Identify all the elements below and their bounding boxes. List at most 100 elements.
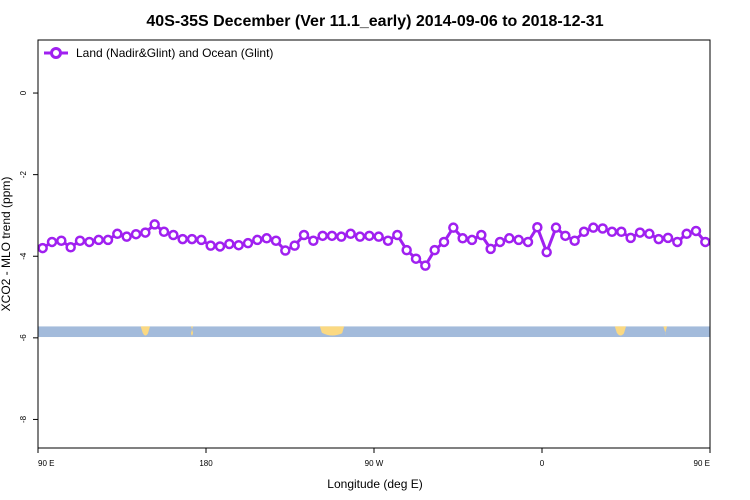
data-point [634, 227, 646, 238]
data-point [541, 246, 552, 258]
data-point [196, 234, 207, 246]
data-point [373, 231, 384, 242]
data-point [121, 231, 132, 242]
data-point [336, 231, 347, 242]
data-point [513, 234, 524, 246]
data-point [65, 242, 76, 253]
data-point [597, 223, 608, 234]
data-point [560, 230, 571, 242]
data-point [168, 229, 179, 241]
data-point [93, 234, 104, 246]
land-patch [614, 326, 626, 336]
x-tick-label: 90 E [694, 459, 710, 468]
data-point [457, 233, 468, 244]
data-point [280, 245, 291, 256]
data-point [289, 240, 300, 251]
data-point [485, 243, 496, 255]
data-point [662, 232, 674, 244]
data-point [224, 238, 235, 250]
data-point [345, 228, 356, 240]
land-patches [140, 326, 668, 336]
land-patch [319, 326, 345, 336]
data-point [233, 239, 244, 251]
data-point [401, 244, 412, 256]
data-point [690, 225, 702, 237]
data-point [448, 222, 459, 233]
data-point [653, 233, 664, 245]
data-point [354, 231, 366, 242]
data-point [466, 234, 478, 246]
data-point [242, 237, 254, 249]
y-tick-label: 0 [19, 90, 28, 95]
data-point [270, 235, 282, 246]
data-point [625, 232, 636, 244]
x-axis: 90 E 180 90 W 0 90 E [37, 448, 711, 468]
data-point [84, 236, 95, 248]
legend-marker [50, 47, 62, 59]
data-point [130, 228, 142, 240]
data-point [569, 235, 580, 246]
data-point [588, 222, 599, 233]
x-tick-label: 90 W [365, 459, 384, 468]
data-point [252, 234, 263, 246]
data-point [438, 236, 450, 248]
data-point [420, 260, 431, 271]
land-patch [140, 326, 150, 336]
data-point [644, 228, 655, 240]
plot-frame [37, 39, 711, 449]
legend: Land (Nadir&Glint) and Ocean (Glint) [44, 46, 273, 60]
y-tick-label: -4 [19, 252, 28, 260]
data-point [46, 236, 58, 248]
y-tick-label: -8 [19, 415, 28, 423]
land-patch [663, 326, 668, 336]
data-point [37, 242, 48, 254]
data-point [672, 236, 683, 248]
x-tick-label: 0 [540, 459, 545, 468]
data-point [504, 233, 515, 244]
y-axis: 0 -2 -4 -6 -8 [19, 90, 38, 423]
data-point [298, 229, 310, 241]
data-point [158, 226, 170, 238]
data-point [681, 228, 692, 240]
x-axis-label: Longitude (deg E) [327, 477, 422, 491]
data-point [429, 244, 440, 256]
data-series [37, 219, 711, 271]
data-point [177, 233, 188, 245]
x-tick-label: 180 [199, 459, 213, 468]
y-axis-label: XCO2 - MLO trend (ppm) [0, 177, 13, 312]
data-point [149, 219, 160, 230]
data-point [261, 233, 272, 244]
data-point [317, 230, 328, 242]
data-point [102, 234, 114, 246]
data-point [382, 235, 394, 246]
data-point [550, 222, 562, 233]
chart-title: 40S-35S December (Ver 11.1_early) 2014-0… [146, 13, 603, 30]
data-point [616, 226, 627, 238]
land-ocean-band [38, 326, 710, 338]
land-patch [190, 326, 194, 336]
x-tick-label: 90 E [38, 459, 54, 468]
data-point [112, 228, 123, 240]
data-point [140, 227, 151, 238]
data-point [532, 222, 543, 233]
data-point [308, 235, 319, 246]
legend-label: Land (Nadir&Glint) and Ocean (Glint) [76, 46, 273, 60]
data-point [494, 236, 506, 248]
data-point [56, 235, 67, 246]
data-point [578, 226, 590, 238]
data-point [410, 253, 422, 264]
y-tick-label: -2 [19, 171, 28, 179]
data-point [364, 230, 375, 242]
data-point [522, 236, 534, 248]
data-point [392, 229, 403, 241]
data-point [186, 233, 198, 245]
data-point [476, 229, 487, 241]
data-point [606, 226, 618, 238]
data-point [326, 230, 338, 242]
data-point [74, 235, 86, 246]
data-point [214, 241, 226, 252]
y-tick-label: -6 [19, 334, 28, 342]
data-point [700, 236, 711, 248]
data-point [205, 240, 216, 251]
